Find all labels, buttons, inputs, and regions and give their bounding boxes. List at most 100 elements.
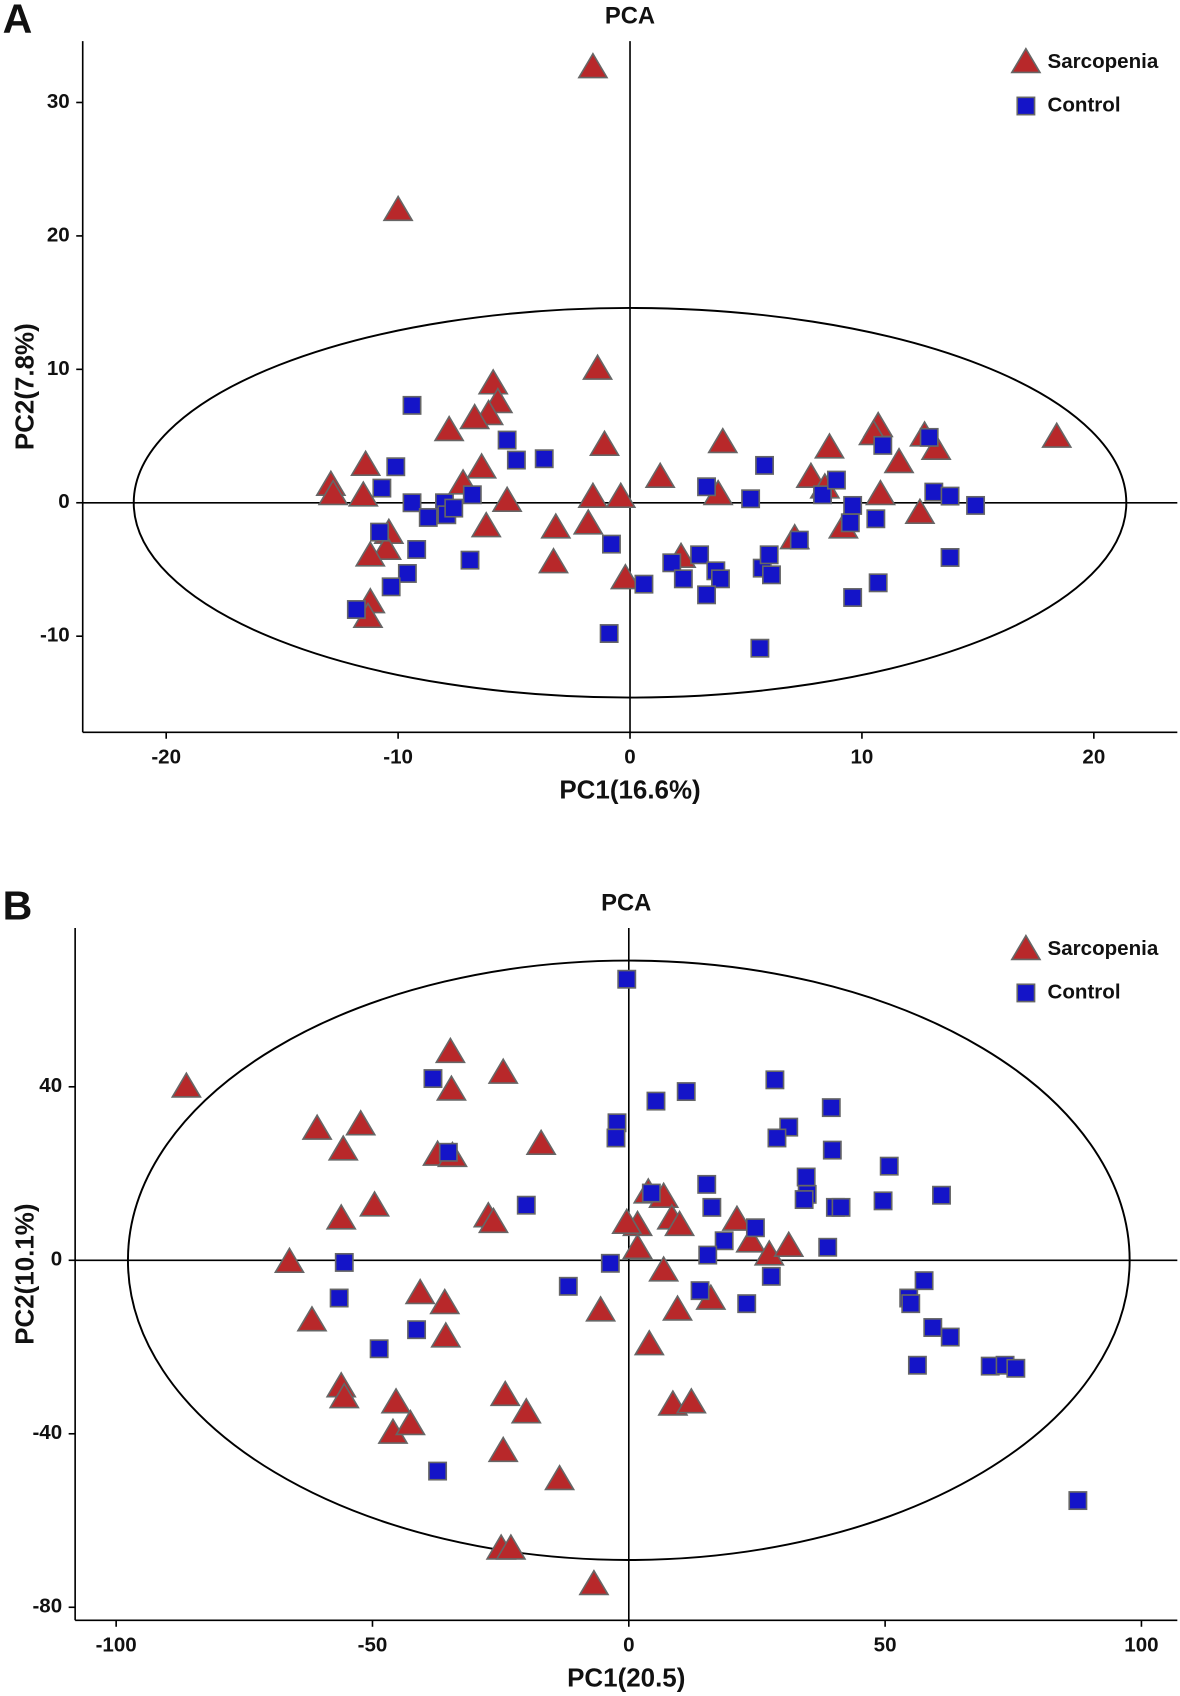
data-point [707,427,739,454]
data-point [920,433,952,460]
chart-title: PCA [605,3,655,30]
data-point [462,485,482,505]
data-point [350,449,382,476]
data-point [359,1190,391,1217]
data-point [605,481,637,508]
data-point [538,547,569,574]
data-point [487,1435,519,1463]
legend-marker [1010,934,1042,961]
data-point [606,1128,626,1148]
data-point [438,1142,458,1162]
data-point [907,1355,927,1375]
data-point [662,553,682,573]
data-point [382,194,414,222]
data-point [577,52,609,79]
legend-marker [1016,983,1036,1003]
x-tick-label: -10 [383,746,413,769]
data-point [1068,1491,1088,1511]
data-point [585,1295,617,1322]
data-point [328,1382,360,1409]
data-point [690,545,710,565]
legend-label: Control [1048,93,1121,116]
data-point [826,470,846,490]
y-tick-label: -10 [40,624,70,647]
data-point [831,1197,851,1217]
data-point [510,1397,542,1424]
data-point [622,1232,653,1260]
data-point [577,481,609,508]
data-point [940,1327,960,1347]
data-point [444,498,464,518]
data-point [773,1230,805,1257]
data-point [369,1339,389,1359]
data-point [578,1569,610,1596]
data-point [741,489,761,509]
data-point [428,1461,448,1481]
data-point [477,1206,509,1234]
data-point [940,548,960,567]
data-point [673,569,693,589]
data-point [795,461,827,488]
x-axis-label: PC1(20.5) [567,1665,685,1693]
data-point [940,486,960,506]
y-tick-label: 0 [58,490,69,513]
data-point [470,511,502,538]
data-point [516,1195,536,1215]
data-point [843,495,863,515]
data-point [879,1156,899,1176]
data-point [794,1190,814,1210]
data-point [345,1109,377,1136]
data-point [759,545,779,565]
data-point [170,1071,202,1098]
data-point [914,1271,934,1291]
data-point [609,563,641,590]
data-point [466,452,498,479]
data-point [317,479,349,506]
data-point [1006,1358,1026,1378]
data-point [558,1276,578,1296]
x-tick-label: 50 [874,1634,897,1657]
y-axis-label: PC2(10.1%) [11,1204,39,1345]
data-point [334,1252,354,1272]
data-point [904,497,936,524]
y-tick-label: -80 [32,1595,62,1618]
panel-label: A [3,0,33,41]
data-point [347,480,379,507]
data-point [767,1128,787,1148]
data-point [646,1091,666,1111]
legend-label: Sarcopenia [1048,50,1159,73]
data-point [434,1036,466,1064]
y-tick-label: 10 [47,357,70,380]
data-point [697,1174,717,1194]
data-point [544,1464,576,1491]
data-point [435,1074,467,1101]
x-tick-label: 20 [1082,746,1105,769]
data-point [762,565,781,585]
data-point [495,1533,527,1560]
data-point [394,1409,426,1436]
data-point [840,513,860,533]
confidence-ellipse [126,959,1131,1561]
legend-marker [1010,47,1042,74]
data-point [648,1255,680,1282]
data-point [600,1253,620,1273]
data-point [477,368,509,395]
y-tick-label: 20 [47,223,70,246]
data-point [602,534,621,554]
x-tick-label: 0 [624,746,635,769]
data-point [796,1167,816,1187]
data-point [690,1281,710,1301]
x-axis-label: PC1(16.6%) [559,777,700,805]
data-point [813,485,832,505]
data-point [407,1320,427,1340]
data-point [755,455,774,475]
confidence-ellipse [132,306,1128,699]
data-point [407,540,427,559]
data-point [883,447,915,474]
data-point [370,522,390,542]
data-point [525,1128,557,1156]
data-point [864,479,896,506]
data-point [397,564,417,583]
data-point [873,435,893,455]
legend-marker [1016,96,1036,116]
